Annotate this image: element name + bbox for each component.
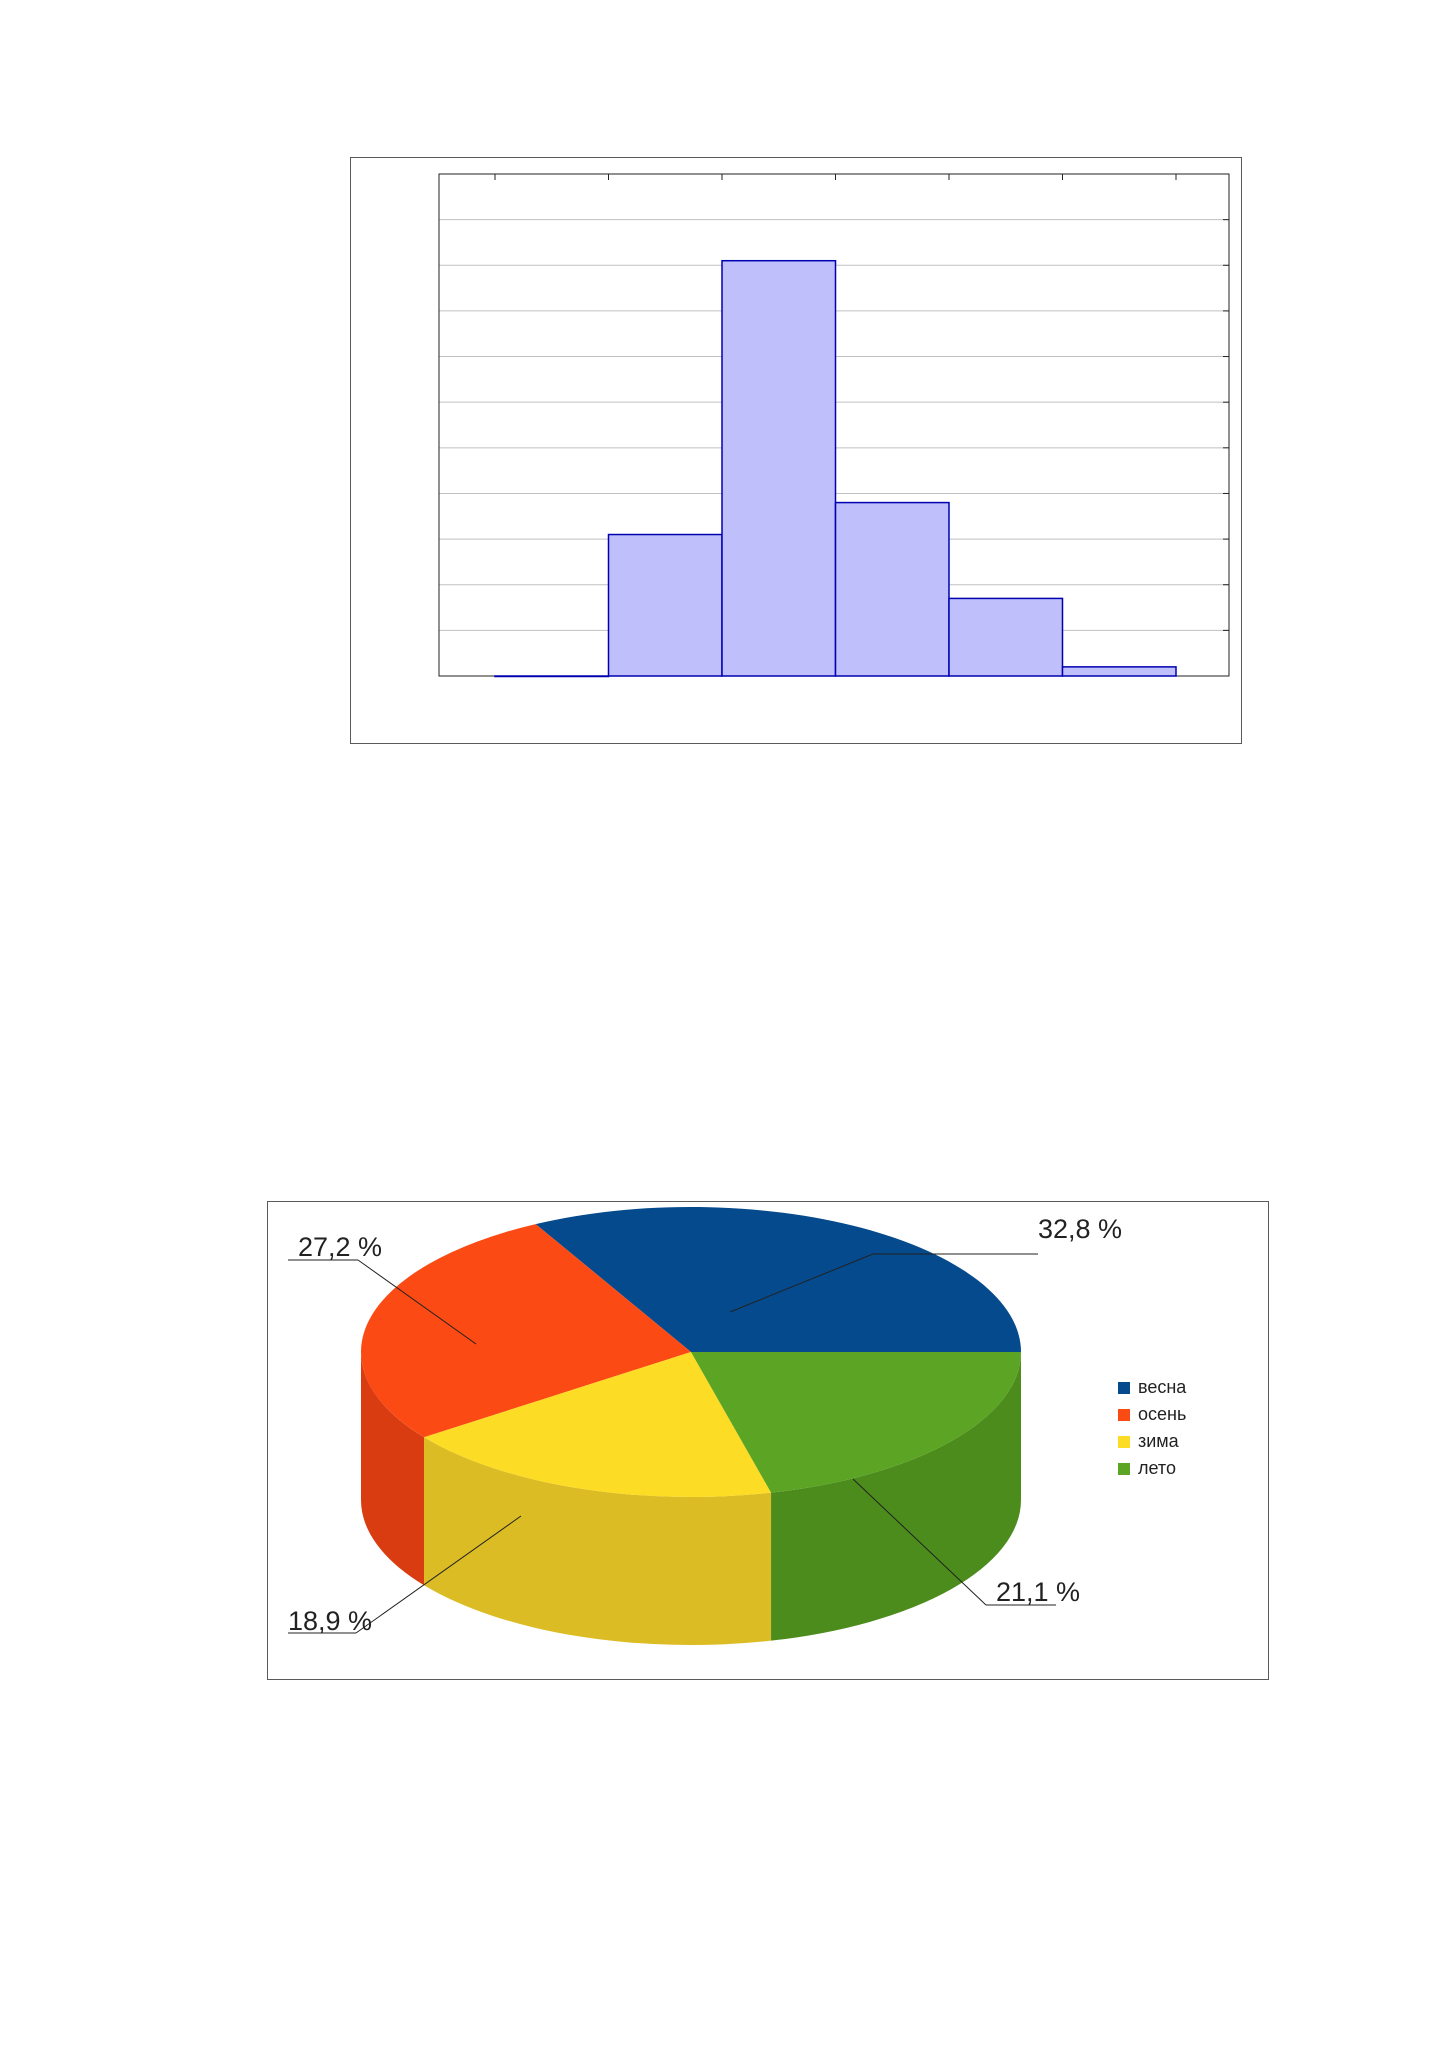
histogram-bar xyxy=(948,597,1064,677)
legend-label: весна xyxy=(1138,1377,1187,1397)
pie-side-2 xyxy=(361,1352,425,1586)
pie-side-3 xyxy=(424,1437,772,1645)
leader-line xyxy=(852,1478,987,1606)
pie-slice-2 xyxy=(360,1224,691,1438)
legend-swatch xyxy=(1118,1436,1130,1448)
slice-value-label: 18,9 % xyxy=(288,1606,372,1636)
pie-side-4 xyxy=(771,1352,1021,1641)
legend-label: лето xyxy=(1138,1458,1176,1478)
leader-line xyxy=(357,1259,477,1345)
legend-swatch xyxy=(1118,1463,1130,1475)
legend-swatch xyxy=(1118,1382,1130,1394)
histogram-bar xyxy=(834,501,950,677)
slice-value-label: 21,1 % xyxy=(996,1577,1080,1607)
slice-value-label: 27,2 % xyxy=(298,1232,382,1262)
histogram-bar xyxy=(1061,666,1177,677)
pie-chart: 32,8 % 27,2 % 18,9 % 21,1 % весна осень зима ле… xyxy=(267,1201,1269,1680)
histogram-bar xyxy=(721,259,837,677)
leader-line xyxy=(729,1253,874,1313)
pie-svg: 32,8 % 27,2 % 18,9 % 21,1 % весна осень зима ле… xyxy=(288,1207,1187,1645)
pie-slice-4 xyxy=(691,1352,1021,1493)
histogram-svg xyxy=(438,173,1230,678)
leader-line xyxy=(355,1515,522,1634)
pie-slice-3 xyxy=(424,1352,772,1497)
slice-value-label: 32,8 % xyxy=(1038,1214,1122,1244)
histogram-bar xyxy=(607,533,723,677)
histogram-chart xyxy=(350,157,1242,744)
legend-label: зима xyxy=(1138,1431,1180,1451)
pie-slice-1 xyxy=(535,1207,1021,1352)
histogram-bar xyxy=(494,675,610,678)
legend-swatch xyxy=(1118,1409,1130,1421)
legend-label: осень xyxy=(1138,1404,1186,1424)
